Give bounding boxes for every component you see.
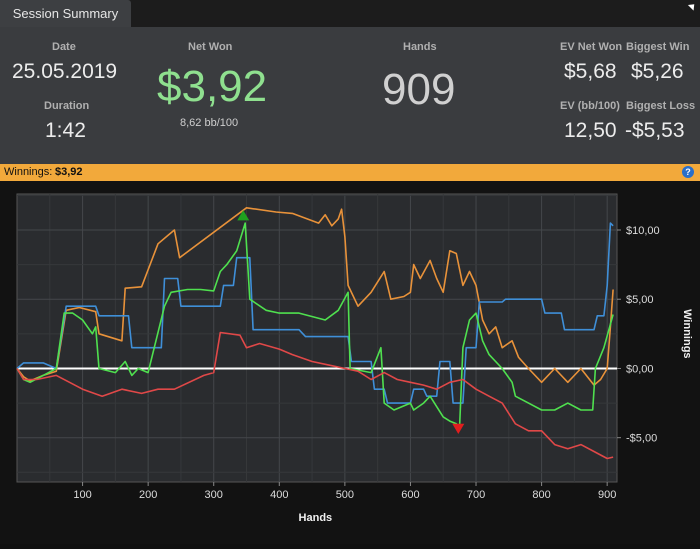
x-tick-label: 500 — [336, 489, 354, 501]
ev-bb100-value: 12,50 — [564, 119, 617, 142]
duration-label: Duration — [44, 100, 90, 112]
y-tick-label: -$5,00 — [626, 433, 657, 445]
x-tick-label: 700 — [467, 489, 485, 501]
y-axis-label: Winnings — [681, 309, 693, 358]
x-tick-label: 100 — [73, 489, 91, 501]
duration-value: 1:42 — [45, 119, 86, 142]
series-line-0 — [16, 207, 614, 386]
date-label: Date — [52, 41, 76, 53]
biggest-loss-marker — [452, 423, 465, 434]
net-won-label: Net Won — [188, 41, 233, 53]
cursor-icon — [687, 1, 698, 11]
x-tick-label: 400 — [270, 489, 288, 501]
winnings-bar: Winnings: $3,92 ? — [0, 164, 700, 181]
session-summary-panel: Date 25.05.2019 Duration 1:42 Net Won $3… — [0, 27, 700, 164]
ev-net-won-value: $5,68 — [564, 60, 617, 83]
y-tick-label: $0,00 — [626, 363, 654, 375]
winnings-value: $3,92 — [55, 166, 83, 178]
biggest-win-label: Biggest Win — [626, 41, 690, 53]
winnings-chart-svg: 100 200 300 400 500 600 700 800 900 $10,00 $5,00 $0… — [16, 193, 693, 524]
biggest-loss-value: -$5,53 — [625, 119, 685, 142]
x-tick-label: 900 — [598, 489, 616, 501]
date-value: 25.05.2019 — [12, 60, 118, 83]
net-won-bb100: 8,62 bb/100 — [180, 117, 239, 129]
ev-net-won-label: EV Net Won — [560, 41, 623, 53]
y-tick-label: $5,00 — [626, 294, 654, 306]
biggest-loss-label: Biggest Loss — [626, 100, 696, 112]
plot-area — [16, 193, 618, 483]
net-won-value: $3,92 — [157, 62, 268, 111]
series-line-1 — [16, 222, 614, 404]
biggest-win-marker — [237, 210, 250, 221]
tab-session-summary[interactable]: Session Summary — [0, 0, 131, 27]
ev-bb100-label: EV (bb/100) — [560, 100, 620, 112]
series-line-3 — [16, 331, 614, 460]
x-axis-label: Hands — [299, 512, 333, 524]
hands-value: 909 — [382, 65, 456, 114]
hands-label: Hands — [403, 41, 437, 53]
winnings-chart: 100 200 300 400 500 600 700 800 900 $10,00 $5,00 $0… — [0, 181, 700, 544]
x-tick-label: 800 — [532, 489, 550, 501]
tab-bar: Session Summary — [0, 0, 700, 27]
winnings-label: Winnings: — [4, 166, 53, 178]
x-tick-label: 600 — [401, 489, 419, 501]
x-tick-label: 200 — [139, 489, 157, 501]
biggest-win-value: $5,26 — [631, 60, 684, 83]
help-icon[interactable]: ? — [682, 166, 694, 178]
series-line-2 — [16, 222, 614, 428]
y-tick-label: $10,00 — [626, 225, 660, 237]
x-tick-label: 300 — [205, 489, 223, 501]
